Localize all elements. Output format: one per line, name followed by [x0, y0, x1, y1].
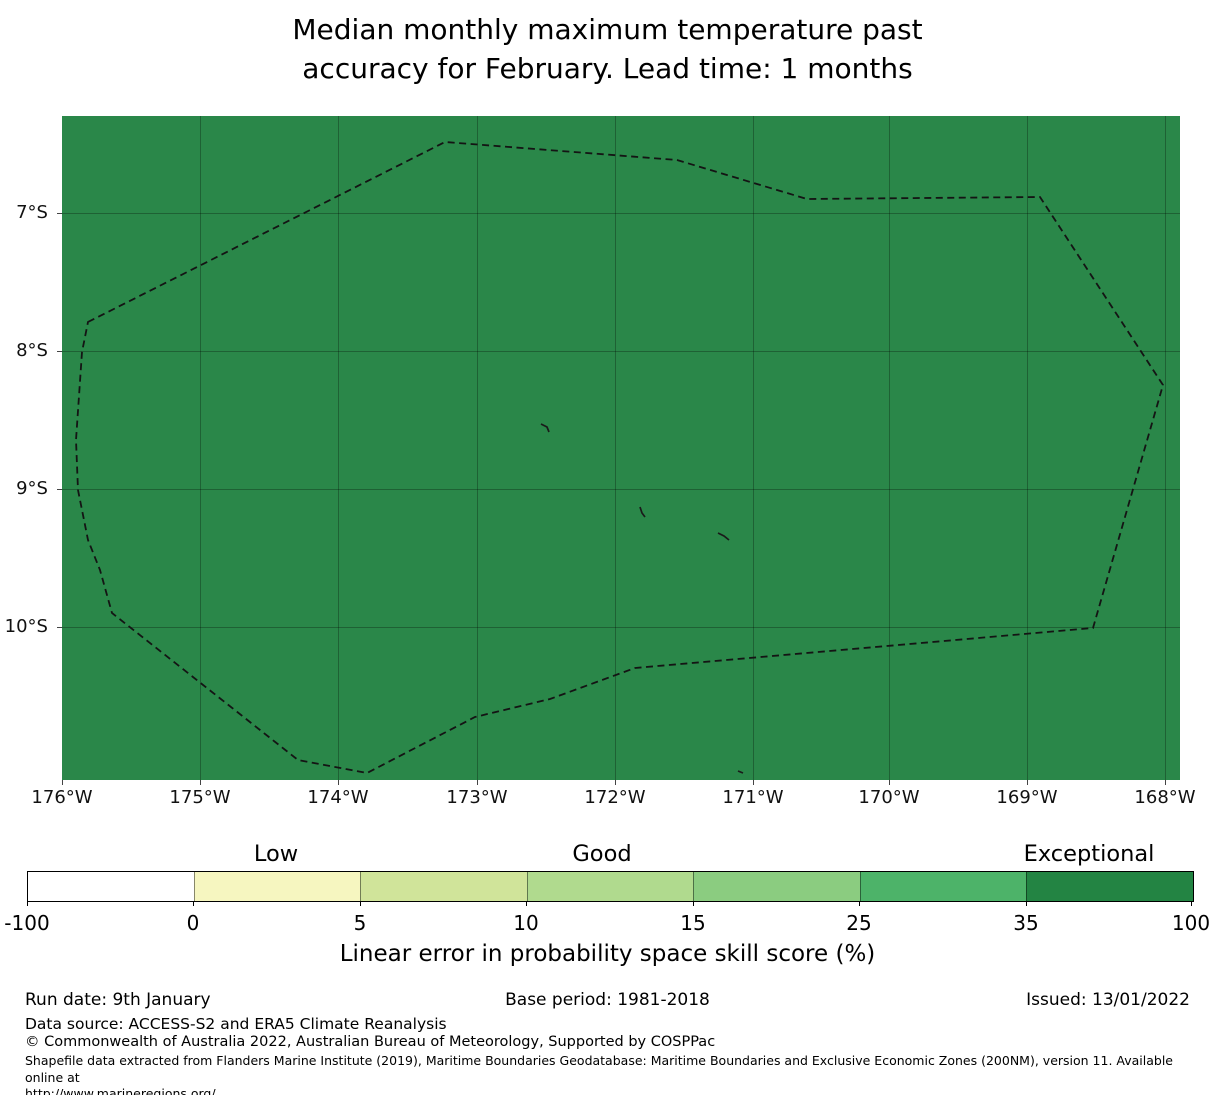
colorbar-tick-25: 25: [846, 911, 872, 935]
gridline-170w: [889, 116, 890, 780]
island-mark-3: [717, 532, 730, 541]
x-tickmark-171w: [753, 780, 754, 785]
colorbar-tickmark: [526, 901, 527, 906]
x-tick-label-174w: 174°W: [307, 787, 369, 808]
colorbar-axis-label: Linear error in probability space skill …: [339, 941, 876, 967]
colorbar-tick-neg100: -100: [4, 911, 50, 935]
y-tick-label-10s: 10°S: [4, 616, 48, 637]
x-tick-label-168w: 168°W: [1134, 787, 1196, 808]
x-tick-label-173w: 173°W: [446, 787, 508, 808]
colorbar-segment-4: [526, 872, 694, 901]
issued-date-text: Issued: 13/01/2022: [1026, 990, 1190, 1010]
data-source-text: Data source: ACCESS-S2 and ERA5 Climate …: [25, 1015, 447, 1033]
colorbar-tickmark: [1191, 901, 1192, 906]
legend-category-good: Good: [572, 841, 632, 867]
run-date-text: Run date: 9th January: [25, 990, 211, 1010]
x-tickmark-175w: [200, 780, 201, 785]
x-tick-label-171w: 171°W: [722, 787, 784, 808]
colorbar-tickmark: [1026, 901, 1027, 906]
colorbar-tick-10: 10: [513, 911, 539, 935]
shapefile-attribution-line1: Shapefile data extracted from Flanders M…: [25, 1053, 1173, 1085]
colorbar-tick-15: 15: [680, 911, 706, 935]
y-tickmark-9s: [57, 489, 62, 490]
colorbar-tickmark: [859, 901, 860, 906]
eez-boundary-outline: [75, 141, 1164, 774]
gridline-7s: [62, 213, 1180, 214]
gridline-172w: [615, 116, 616, 780]
x-tickmark-172w: [615, 780, 616, 785]
colorbar-tick-5: 5: [353, 911, 367, 935]
y-tick-label-7s: 7°S: [16, 202, 48, 223]
colorbar-tickmark: [27, 901, 28, 906]
colorbar-tickmark: [693, 901, 694, 906]
gridline-9s: [62, 489, 1180, 490]
colorbar-tick-100: 100: [1171, 911, 1211, 935]
legend-category-low: Low: [253, 841, 299, 867]
colorbar-segment-7: [1026, 872, 1194, 901]
colorbar-tickmark: [193, 901, 194, 906]
colorbar-segment-1: [28, 872, 194, 901]
x-tick-label-170w: 170°W: [858, 787, 920, 808]
colorbar-segment-2: [193, 872, 361, 901]
chart-title: Median monthly maximum temperature past …: [0, 10, 1215, 88]
base-period-text: Base period: 1981-2018: [505, 990, 710, 1010]
gridline-171w: [753, 116, 754, 780]
colorbar: [27, 871, 1194, 902]
colorbar-tick-0: 0: [186, 911, 200, 935]
chart-title-line1: Median monthly maximum temperature past: [292, 13, 923, 46]
map-plot-area: [57, 116, 1180, 785]
x-tickmark-173w: [477, 780, 478, 785]
shapefile-attribution-text: Shapefile data extracted from Flanders M…: [25, 1053, 1195, 1095]
x-tickmark-168w: [1165, 780, 1166, 785]
y-tickmark-8s: [57, 351, 62, 352]
legend-category-exceptional: Exceptional: [1023, 841, 1155, 867]
island-mark-2: [639, 506, 646, 518]
colorbar-tickmark: [360, 901, 361, 906]
y-tick-label-8s: 8°S: [16, 340, 48, 361]
x-tickmark-174w: [338, 780, 339, 785]
y-tick-label-9s: 9°S: [16, 478, 48, 499]
y-tickmark-7s: [57, 213, 62, 214]
gridline-173w: [477, 116, 478, 780]
gridline-169w: [1027, 116, 1028, 780]
colorbar-tick-35: 35: [1013, 911, 1039, 935]
colorbar-segment-3: [360, 872, 527, 901]
x-tickmark-169w: [1027, 780, 1028, 785]
shapefile-attribution-line2: http://www.marineregions.org/.: [25, 1086, 220, 1095]
gridline-8s: [62, 351, 1180, 352]
gridline-168w: [1165, 116, 1166, 780]
island-mark-1: [540, 423, 550, 433]
copyright-text: © Commonwealth of Australia 2022, Austra…: [25, 1034, 716, 1050]
gridline-174w: [338, 116, 339, 780]
eez-boundary-layer: [75, 141, 1164, 774]
x-tick-label-175w: 175°W: [169, 787, 231, 808]
x-tick-label-169w: 169°W: [996, 787, 1058, 808]
colorbar-segment-5: [693, 872, 860, 901]
island-mark-4: [737, 770, 744, 774]
x-tick-label-172w: 172°W: [584, 787, 646, 808]
x-tickmark-170w: [889, 780, 890, 785]
colorbar-segment-6: [859, 872, 1027, 901]
chart-title-line2: accuracy for February. Lead time: 1 mont…: [302, 52, 913, 85]
gridline-10s: [62, 627, 1180, 628]
x-tickmark-176w: [62, 780, 63, 785]
y-tickmark-10s: [57, 627, 62, 628]
gridline-175w: [200, 116, 201, 780]
x-tick-label-176w: 176°W: [31, 787, 93, 808]
